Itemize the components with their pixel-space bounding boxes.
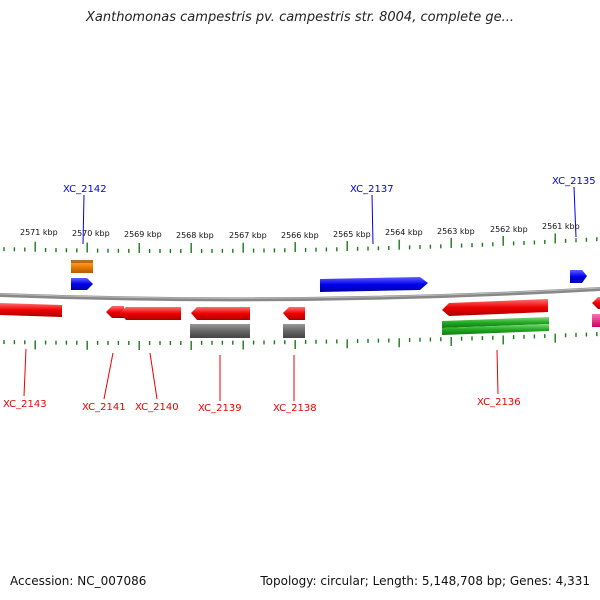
scale-label: 2567 kbp xyxy=(229,231,267,240)
gene-feature-XC_2142[interactable] xyxy=(71,278,93,290)
gene-feature-orange[interactable] xyxy=(71,260,93,273)
gene-label-XC_2135[interactable]: XC_2135 xyxy=(552,176,596,187)
gene-feature-XC_2137[interactable] xyxy=(320,277,428,292)
gene-label-XC_2142[interactable]: XC_2142 xyxy=(63,184,107,195)
gene-feature-XC_2135[interactable] xyxy=(570,270,587,283)
genome-title: Xanthomonas campestris pv. campestris st… xyxy=(86,10,514,25)
bottom-scale-ticks xyxy=(3,332,598,350)
reverse-features xyxy=(0,297,600,338)
scale-label: 2569 kbp xyxy=(124,230,162,239)
scale-label: 2562 kbp xyxy=(490,225,528,234)
scale-label: 2565 kbp xyxy=(333,230,371,239)
forward-features xyxy=(71,260,587,292)
scale-label: 2561 kbp xyxy=(542,222,580,231)
gene-feature-magenta[interactable] xyxy=(592,314,600,327)
gene-label-XC_2137[interactable]: XC_2137 xyxy=(350,184,394,195)
gene-feature-XC_2136[interactable] xyxy=(442,299,548,316)
gene-feature-XC_2143[interactable] xyxy=(0,303,62,317)
gene-label-XC_2139[interactable]: XC_2139 xyxy=(198,403,242,414)
gene-feature-green-1[interactable] xyxy=(442,317,549,328)
gene-label-XC_2138[interactable]: XC_2138 xyxy=(273,403,317,414)
scale-label: 2568 kbp xyxy=(176,231,214,240)
gene-label-XC_2140[interactable]: XC_2140 xyxy=(135,402,179,413)
scale-label: 2564 kbp xyxy=(385,228,423,237)
gene-feature-edge-red[interactable] xyxy=(592,297,600,309)
gene-feature-gray-1[interactable] xyxy=(190,324,250,338)
gene-feature-XC_2139[interactable] xyxy=(191,307,250,320)
scale-label: 2571 kbp xyxy=(20,228,58,237)
top-gene-labels: XC_2142 XC_2137 XC_2135 xyxy=(63,176,596,245)
bottom-gene-labels: XC_2143 XC_2141 XC_2140 XC_2139 XC_2138 … xyxy=(3,348,521,414)
gene-feature-green-2[interactable] xyxy=(442,324,549,335)
scale-label: 2570 kbp xyxy=(72,229,110,238)
top-scale-ticks xyxy=(3,233,598,254)
gene-label-XC_2143[interactable]: XC_2143 xyxy=(3,399,47,410)
gene-label-XC_2141[interactable]: XC_2141 xyxy=(82,402,126,413)
topology-text: Topology: circular; Length: 5,148,708 bp… xyxy=(260,574,590,588)
gene-feature-XC_2138[interactable] xyxy=(283,307,305,320)
gene-feature-gray-2[interactable] xyxy=(283,324,305,338)
accession-text: Accession: NC_007086 xyxy=(10,574,147,588)
gene-label-XC_2136[interactable]: XC_2136 xyxy=(477,397,521,408)
scale-label: 2563 kbp xyxy=(437,227,475,236)
gene-feature-XC_2140[interactable] xyxy=(120,307,181,320)
chromosome-backbone xyxy=(0,287,600,302)
scale-labels: 2571 kbp 2570 kbp 2569 kbp 2568 kbp 2567… xyxy=(20,222,580,240)
gene-feature-XC_2141[interactable] xyxy=(106,306,124,318)
scale-label: 2566 kbp xyxy=(281,231,319,240)
